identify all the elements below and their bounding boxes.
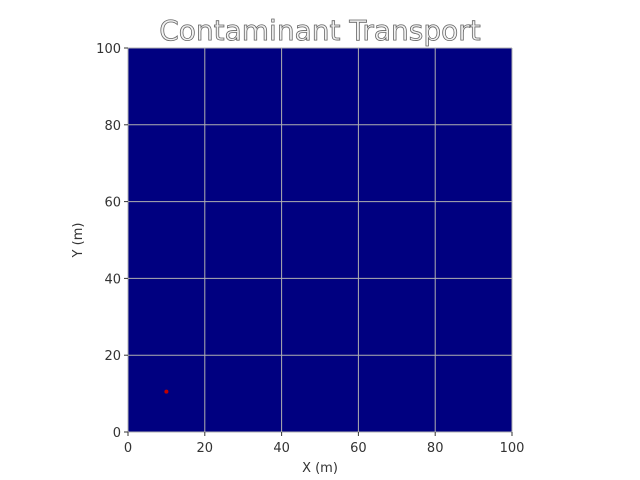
x-tick-label: 100 — [500, 441, 525, 456]
x-tick-label: 0 — [124, 441, 132, 456]
y-tick-label: 20 — [104, 349, 121, 364]
y-tick-label: 60 — [104, 196, 121, 211]
y-tick-label: 0 — [113, 426, 121, 441]
grid — [127, 47, 513, 433]
y-axis-label: Y (m) — [71, 223, 86, 259]
x-tick-label: 60 — [350, 441, 367, 456]
contaminant-source-point — [164, 389, 169, 394]
x-tick-label: 40 — [273, 441, 290, 456]
plot-area — [128, 48, 512, 432]
y-tick-label: 100 — [96, 42, 121, 57]
x-tick-label: 80 — [427, 441, 444, 456]
data-points — [164, 389, 169, 394]
y-tick-label: 40 — [104, 272, 121, 287]
x-axis-label: X (m) — [302, 461, 338, 476]
y-axis-ticks: 0 20 40 60 80 100 — [96, 42, 128, 441]
x-tick-label: 20 — [197, 441, 214, 456]
x-axis-ticks: 0 20 40 60 80 100 — [124, 432, 525, 456]
y-tick-label: 80 — [104, 119, 121, 134]
chart-title: Contaminant Transport — [159, 14, 481, 47]
